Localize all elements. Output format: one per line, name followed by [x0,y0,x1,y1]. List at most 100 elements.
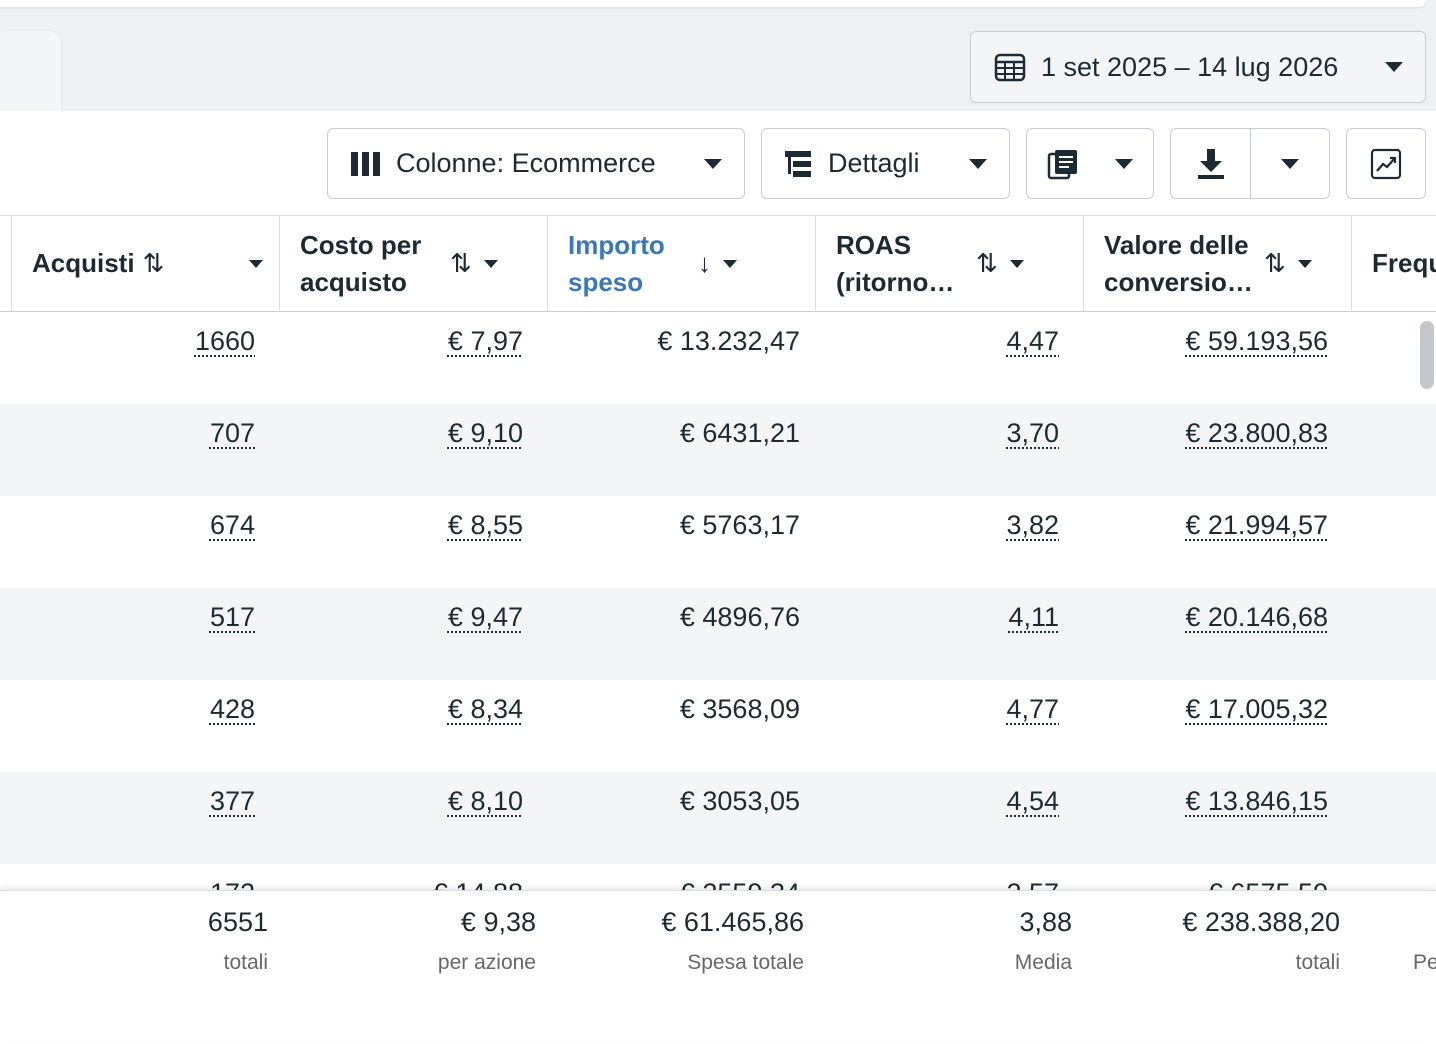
sort-desc-icon[interactable]: ↓ [698,248,711,278]
export-button[interactable] [1171,129,1251,198]
importo-cell: € 3053,05 [679,786,800,816]
date-range-label: 1 set 2025 – 14 lug 2026 [1041,51,1339,82]
total-costo-label: per azione [437,951,536,974]
acquisti-cell[interactable]: 377 [209,786,255,816]
total-importo-value: € 61.465,86 [661,907,804,937]
left-tab[interactable] [0,31,61,113]
chevron-down-icon[interactable] [249,259,263,268]
chart-button[interactable] [1346,128,1426,199]
chevron-down-icon[interactable] [483,259,498,268]
total-valore-value: € 238.388,20 [1182,907,1340,937]
importo-cell: € 5763,17 [679,510,800,540]
table-row[interactable]: 707 € 9,10 € 6431,21 3,70 € 23.800,83 [0,404,1436,496]
acquisti-cell[interactable]: 707 [209,418,255,448]
breakdown-button[interactable]: Dettagli [761,128,1010,199]
total-roas-value: 3,88 [1019,907,1072,937]
column-header-frequenza[interactable]: Frequ [1352,216,1436,311]
table-body: 1660 € 7,97 € 13.232,47 4,47 € 59.193,56… [0,312,1436,890]
valore-cell[interactable]: € 13.846,15 [1185,786,1328,816]
table-row[interactable]: 172 € 14,88 € 2559,34 2,57 € 6575,50 [0,864,1436,890]
importo-cell: € 4896,76 [679,602,800,632]
valore-cell[interactable]: € 20.146,68 [1185,602,1328,632]
columns-button[interactable]: Colonne: Ecommerce [327,128,745,199]
chevron-down-icon[interactable] [1009,259,1024,268]
vertical-scrollbar-thumb[interactable] [1420,321,1434,389]
top-panel [0,0,1426,7]
export-button-group [1170,128,1330,199]
acquisti-cell[interactable]: 517 [209,602,255,632]
costo-cell[interactable]: € 8,10 [447,786,523,816]
column-header-acquisti[interactable]: Acquisti ⇅ [12,216,280,311]
chevron-down-icon [1115,158,1133,169]
column-header-valore-conversione[interactable]: Valore delle conversio… ⇅ [1084,216,1352,311]
total-valore-label: totali [1295,951,1340,974]
totals-row: 6551 totali € 9,38 per azione € 61.465,8… [0,890,1436,1042]
chevron-down-icon[interactable] [1297,259,1312,268]
roas-cell[interactable]: 2,57 [1006,878,1059,890]
total-acquisti-value: 6551 [207,907,268,937]
ads-table-panel: Colonne: Ecommerce Dettagli [0,111,1436,1044]
roas-cell[interactable]: 3,70 [1006,418,1059,448]
costo-cell[interactable]: € 8,55 [447,510,523,540]
costo-cell[interactable]: € 9,47 [447,602,523,632]
download-icon [1197,148,1224,179]
total-acquisti-label: totali [223,951,268,974]
valore-cell[interactable]: € 6575,50 [1208,878,1328,890]
column-title: Acquisti [32,248,135,278]
costo-cell[interactable]: € 7,97 [447,326,523,356]
roas-cell[interactable]: 4,54 [1006,786,1059,816]
table-row[interactable]: 377 € 8,10 € 3053,05 4,54 € 13.846,15 [0,772,1436,864]
importo-cell: € 2559,34 [680,878,800,890]
breakdown-icon [785,150,811,177]
roas-cell[interactable]: 3,82 [1006,510,1059,540]
chevron-down-icon [969,158,987,169]
reports-button[interactable] [1026,128,1154,199]
sort-icon[interactable]: ⇅ [976,248,998,278]
chevron-down-icon [1281,158,1299,169]
acquisti-cell[interactable]: 1660 [194,326,255,356]
sort-icon[interactable]: ⇅ [142,248,165,278]
columns-label: Colonne: Ecommerce [396,148,656,178]
date-range-picker[interactable]: 1 set 2025 – 14 lug 2026 [970,31,1426,103]
importo-cell: € 6431,21 [679,418,800,448]
column-title: ROAS (ritorno… [836,229,955,297]
table-row[interactable]: 517 € 9,47 € 4896,76 4,11 € 20.146,68 [0,588,1436,680]
table-header: Acquisti ⇅ Costo per acquisto ⇅ Importo … [0,215,1436,312]
trend-chart-icon [1370,148,1402,179]
chevron-down-icon [1385,62,1403,72]
calendar-grid-icon [994,53,1026,82]
breakdown-label: Dettagli [828,148,920,178]
column-title: Valore delle conversio… [1104,229,1253,297]
costo-cell[interactable]: € 14,88 [433,878,523,890]
header-edge [0,216,12,311]
table-row[interactable]: 674 € 8,55 € 5763,17 3,82 € 21.994,57 [0,496,1436,588]
acquisti-cell[interactable]: 172 [210,878,255,890]
roas-cell[interactable]: 4,47 [1006,326,1059,356]
column-header-costo-per-acquisto[interactable]: Costo per acquisto ⇅ [280,216,548,311]
costo-cell[interactable]: € 9,10 [447,418,523,448]
costo-cell[interactable]: € 8,34 [447,694,523,724]
column-title: Costo per acquisto [300,229,422,297]
total-roas-label: Media [1014,951,1072,974]
sort-icon[interactable]: ⇅ [450,248,472,278]
total-frequenza-label: Pe [1413,951,1436,974]
column-header-roas[interactable]: ROAS (ritorno… ⇅ [816,216,1084,311]
table-row[interactable]: 1660 € 7,97 € 13.232,47 4,47 € 59.193,56 [0,312,1436,404]
table-row[interactable]: 428 € 8,34 € 3568,09 4,77 € 17.005,32 [0,680,1436,772]
export-options-button[interactable] [1251,129,1329,198]
chevron-down-icon[interactable] [723,259,737,268]
valore-cell[interactable]: € 21.994,57 [1185,510,1328,540]
acquisti-cell[interactable]: 428 [209,694,255,724]
column-title: Importo speso [568,229,665,297]
importo-cell: € 13.232,47 [657,326,800,356]
valore-cell[interactable]: € 59.193,56 [1185,326,1328,356]
roas-cell[interactable]: 4,77 [1006,694,1059,724]
acquisti-cell[interactable]: 674 [209,510,255,540]
roas-cell[interactable]: 4,11 [1008,602,1059,632]
valore-cell[interactable]: € 17.005,32 [1185,694,1328,724]
valore-cell[interactable]: € 23.800,83 [1185,418,1328,448]
sort-icon[interactable]: ⇅ [1264,248,1286,278]
reports-icon [1047,149,1077,179]
column-header-importo-speso[interactable]: Importo speso ↓ [548,216,816,311]
columns-icon [351,151,380,176]
